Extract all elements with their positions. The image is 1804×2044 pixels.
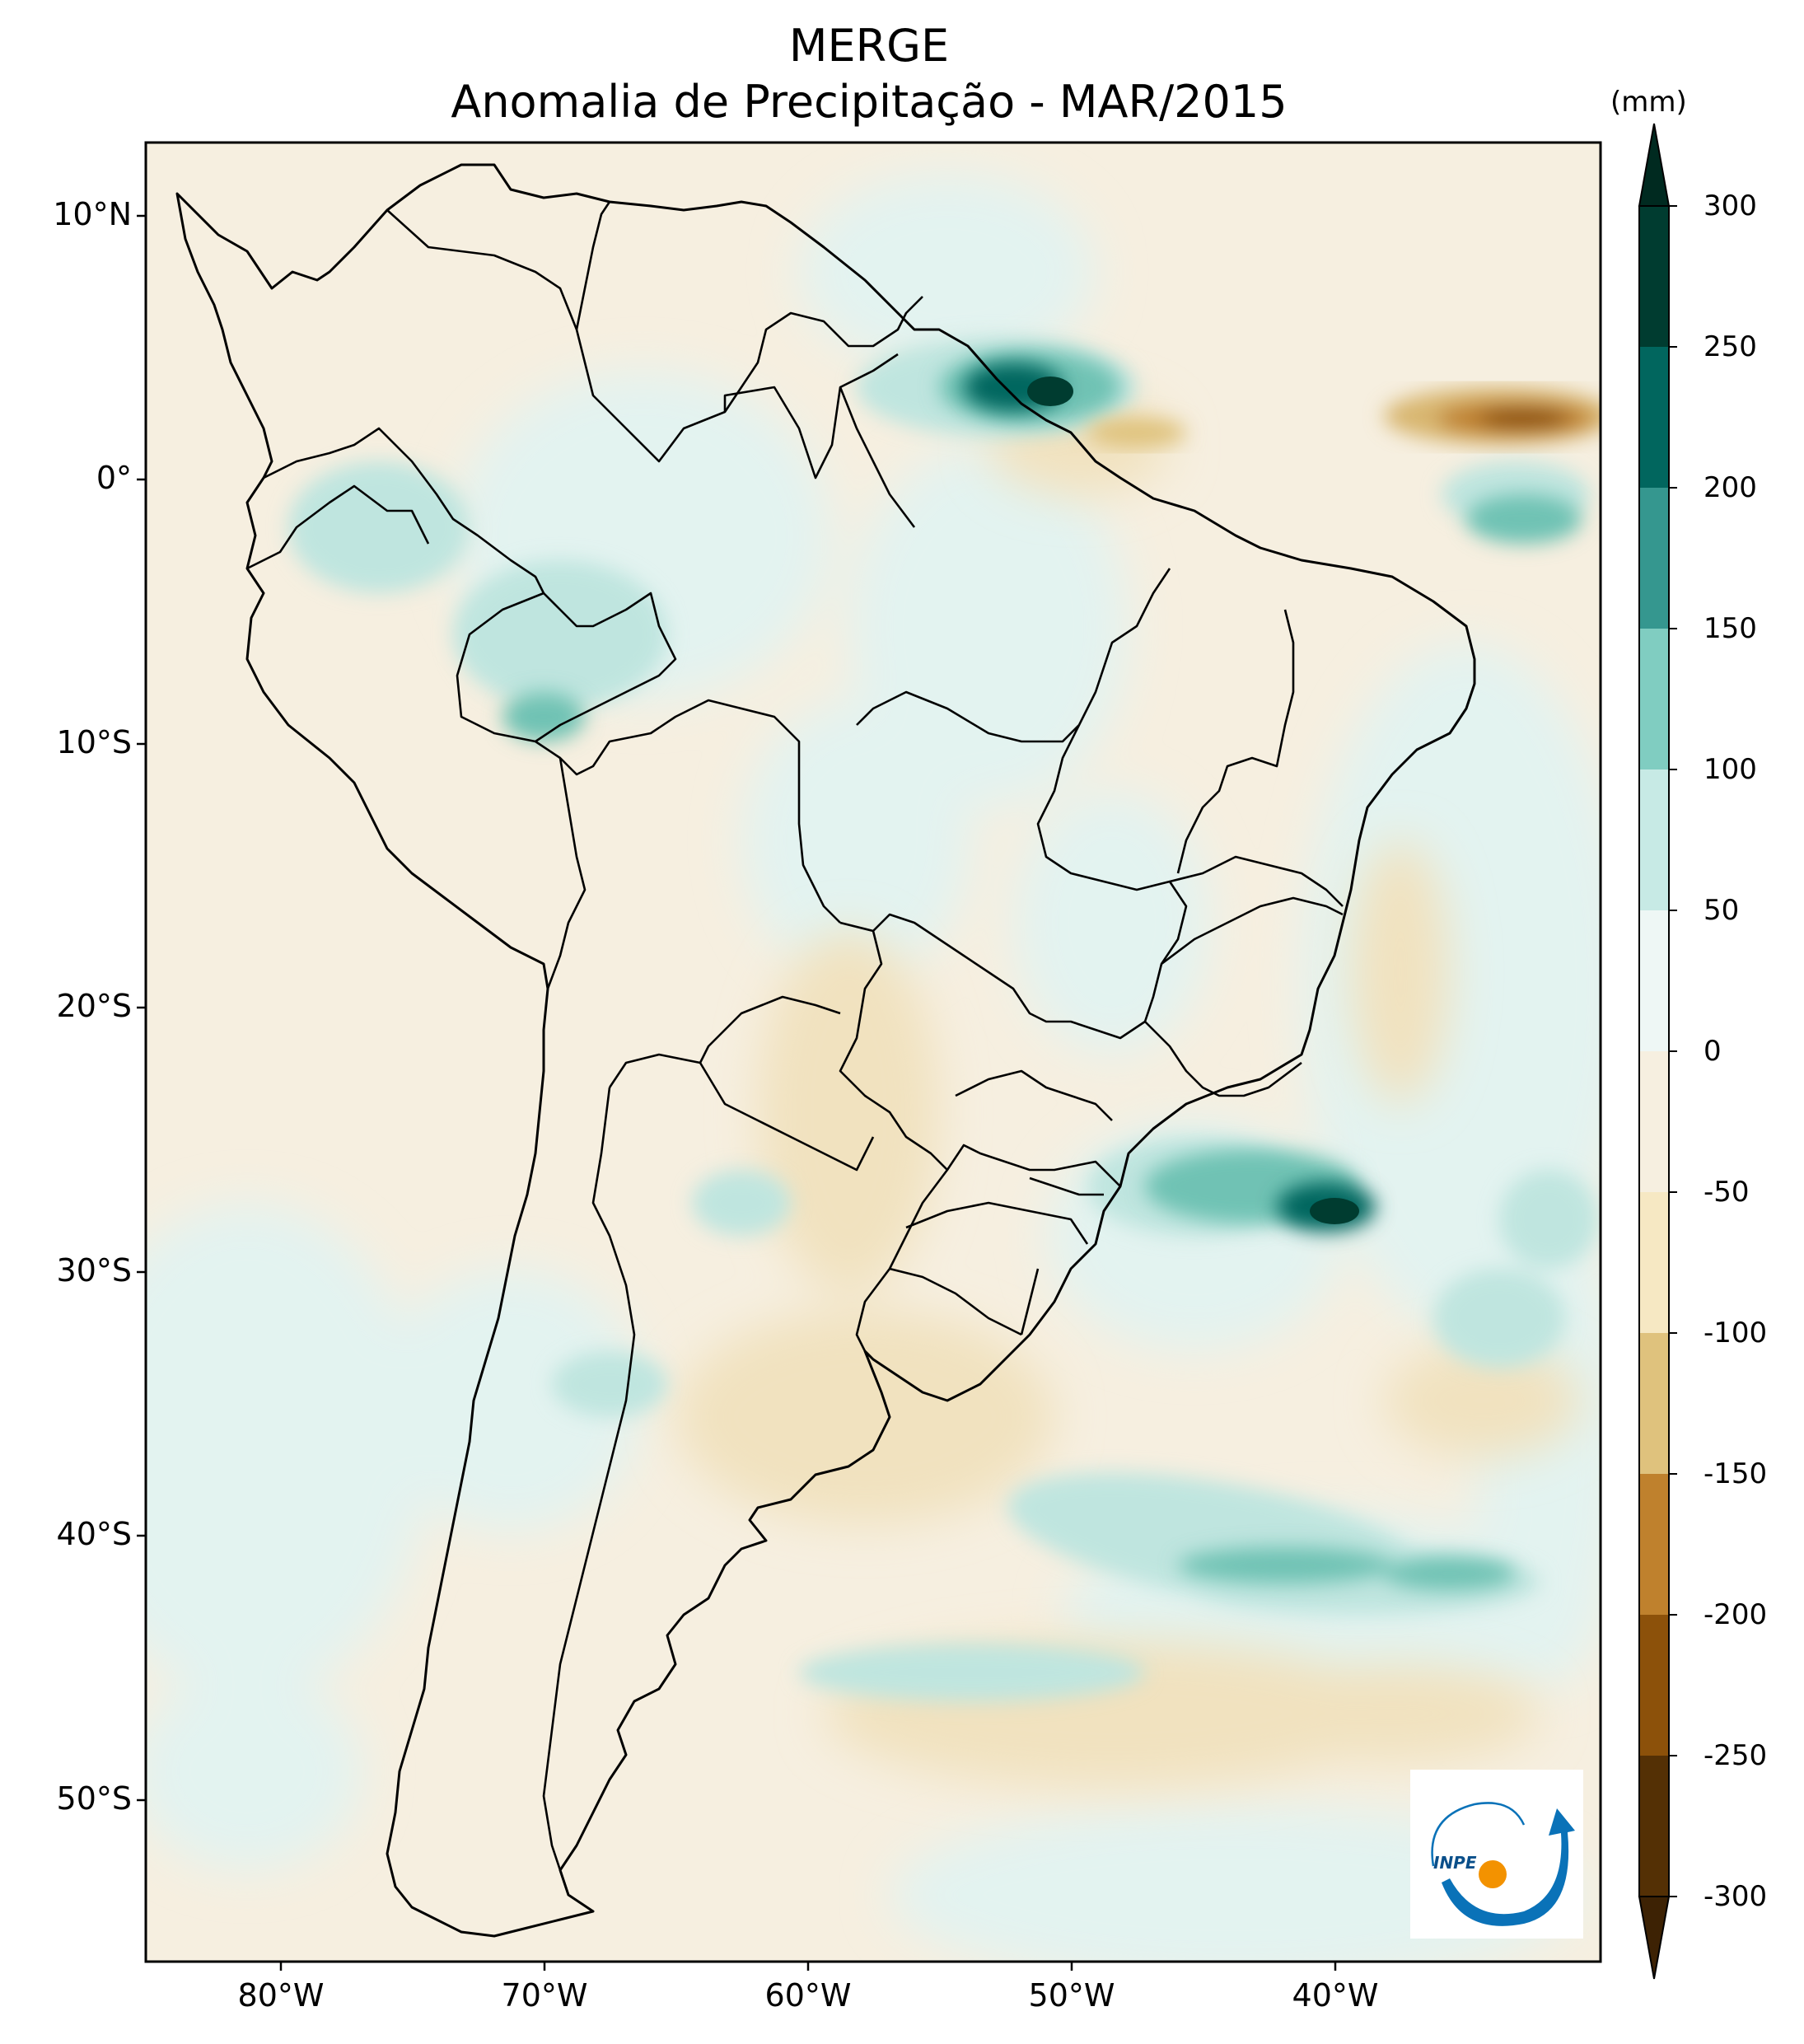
colorbar-tick-label: 200: [1704, 471, 1757, 504]
lat-label: 0°: [16, 460, 132, 496]
lon-label: 70°W: [470, 1977, 619, 2014]
colorbar-bin-neg50-0: [1639, 1051, 1669, 1192]
colorbar-tick-label: 250: [1704, 330, 1757, 363]
lat-label: 30°S: [16, 1252, 132, 1289]
colorbar: [1639, 124, 1677, 1979]
colorbar-bin-neg200-neg150: [1639, 1474, 1669, 1615]
lat-label: 50°S: [16, 1780, 132, 1817]
lat-label: 10°N: [16, 196, 132, 232]
colorbar-bin-150-200: [1639, 488, 1669, 629]
lon-label: 60°W: [734, 1977, 882, 2014]
lon-label: 50°W: [998, 1977, 1146, 2014]
colorbar-bin-neg150-neg100: [1639, 1333, 1669, 1474]
colorbar-bin-50-100: [1639, 769, 1669, 910]
colorbar-extend-min: [1639, 1897, 1669, 1979]
colorbar-bin-neg250-neg200: [1639, 1615, 1669, 1756]
colorbar-bin-0-50: [1639, 910, 1669, 1051]
lat-label: 20°S: [16, 988, 132, 1024]
chart-title: MERGE: [0, 20, 1738, 72]
colorbar-tick-label: 100: [1704, 753, 1757, 786]
colorbar-tick-label: 150: [1704, 612, 1757, 645]
colorbar-tick-label: -100: [1704, 1317, 1767, 1349]
colorbar-tick-label: 0: [1704, 1035, 1722, 1068]
colorbar-bin-100-150: [1639, 629, 1669, 769]
colorbar-tick-label: -200: [1704, 1598, 1767, 1631]
colorbar-bin-250-300: [1639, 206, 1669, 347]
colorbar-tick-label: -300: [1704, 1880, 1767, 1913]
colorbar-tick-label: -250: [1704, 1739, 1767, 1772]
lon-label: 40°W: [1261, 1977, 1409, 2014]
lat-label: 40°S: [16, 1516, 132, 1552]
inpe-logo-text: INPE: [1433, 1853, 1477, 1873]
colorbar-bin-200-250: [1639, 347, 1669, 488]
colorbar-tick-label: 50: [1704, 894, 1739, 927]
map-panel: INPE: [66, 143, 1631, 1986]
colorbar-tick-label: -50: [1704, 1176, 1750, 1209]
lat-label: 10°S: [16, 724, 132, 760]
colorbar-tick-label: -150: [1704, 1457, 1767, 1490]
colorbar-extend-max: [1639, 124, 1669, 206]
lon-label: 80°W: [207, 1977, 355, 2014]
chart-subtitle: Anomalia de Precipitação - MAR/2015: [0, 76, 1738, 128]
colorbar-tick-label: 300: [1704, 189, 1757, 222]
inpe-logo: INPE: [1410, 1770, 1583, 1939]
inpe-dot-icon: [1479, 1860, 1507, 1888]
colorbar-bin-neg300-neg250: [1639, 1756, 1669, 1897]
map-figure: INPE: [0, 0, 1804, 2044]
colorbar-bin-neg100-neg50: [1639, 1192, 1669, 1333]
colorbar-unit-label: (mm): [1610, 86, 1687, 119]
